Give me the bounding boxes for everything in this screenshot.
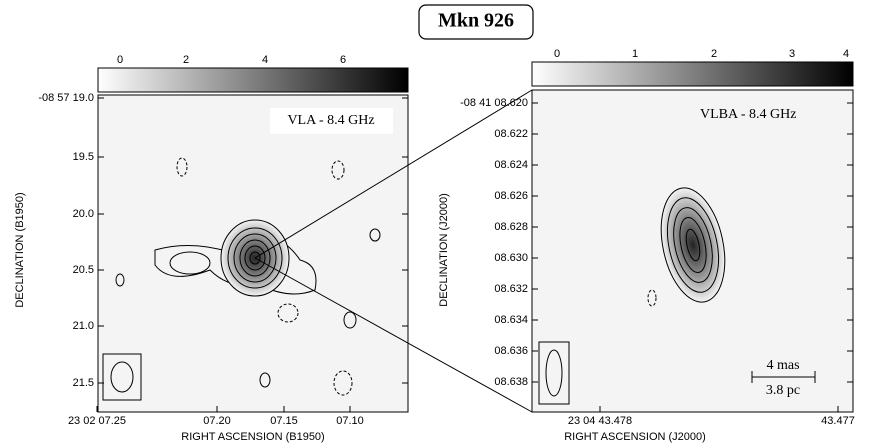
y-tick-label: -08 57 19.0 (38, 92, 94, 104)
y-axis-label: DECLINATION (B1950) (14, 192, 26, 307)
colorbar-tick-label: 0 (554, 48, 560, 60)
y-tick-label: 21.0 (73, 320, 94, 332)
colorbar-tick-label: 0 (117, 54, 123, 66)
y-tick-label: -08 41 08.620 (460, 97, 528, 109)
y-tick-label: 08.624 (494, 159, 528, 171)
scale-bar-label: 3.8 pc (766, 383, 800, 398)
y-tick-label: 20.0 (73, 208, 94, 220)
figure: Mkn 926 VLA - 8.4 GHz VLBA (0, 0, 878, 446)
y-tick-label: 08.632 (494, 283, 528, 295)
annotation: VLBA - 8.4 GHz (700, 107, 796, 122)
colorbar-tick-label: 1 (632, 48, 638, 60)
x-tick-label: 23 04 43.478 (568, 415, 632, 427)
colorbar (532, 62, 853, 86)
x-tick-label: 07.15 (270, 415, 298, 427)
y-tick-label: 08.630 (494, 252, 528, 264)
y-tick-label: 08.628 (494, 221, 528, 233)
title: Mkn 926 (438, 10, 514, 32)
y-tick-label: 19.5 (73, 151, 94, 163)
figure-canvas: Mkn 926 VLA - 8.4 GHz VLBA (0, 0, 878, 446)
x-axis-label: RIGHT ASCENSION (J2000) (564, 431, 706, 443)
colorbar-tick-label: 2 (183, 54, 189, 66)
y-tick-label: 08.622 (494, 128, 528, 140)
colorbar-tick-label: 2 (711, 48, 717, 60)
y-tick-label: 08.626 (494, 190, 528, 202)
colorbar-tick-label: 4 (262, 54, 268, 66)
colorbar (98, 68, 408, 92)
x-tick-label: 23 02 07.25 (68, 415, 126, 427)
y-tick-label: 20.5 (73, 264, 94, 276)
y-axis-label: DECLINATION (J2000) (438, 193, 450, 307)
y-tick-label: 08.636 (494, 345, 528, 357)
y-tick-label: 21.5 (73, 377, 94, 389)
x-tick-label: 07.20 (203, 415, 231, 427)
colorbar-tick-label: 3 (789, 48, 795, 60)
x-tick-label: 43.477 (821, 415, 855, 427)
y-tick-label: 08.638 (494, 376, 528, 388)
annotation: VLA - 8.4 GHz (287, 113, 374, 128)
scale-bar-label: 4 mas (766, 358, 799, 373)
colorbar-tick-label: 4 (843, 48, 849, 60)
y-tick-label: 08.634 (494, 314, 528, 326)
colorbar-tick-label: 6 (340, 54, 346, 66)
x-tick-label: 07.10 (336, 415, 364, 427)
x-axis-label: RIGHT ASCENSION (B1950) (181, 431, 324, 443)
